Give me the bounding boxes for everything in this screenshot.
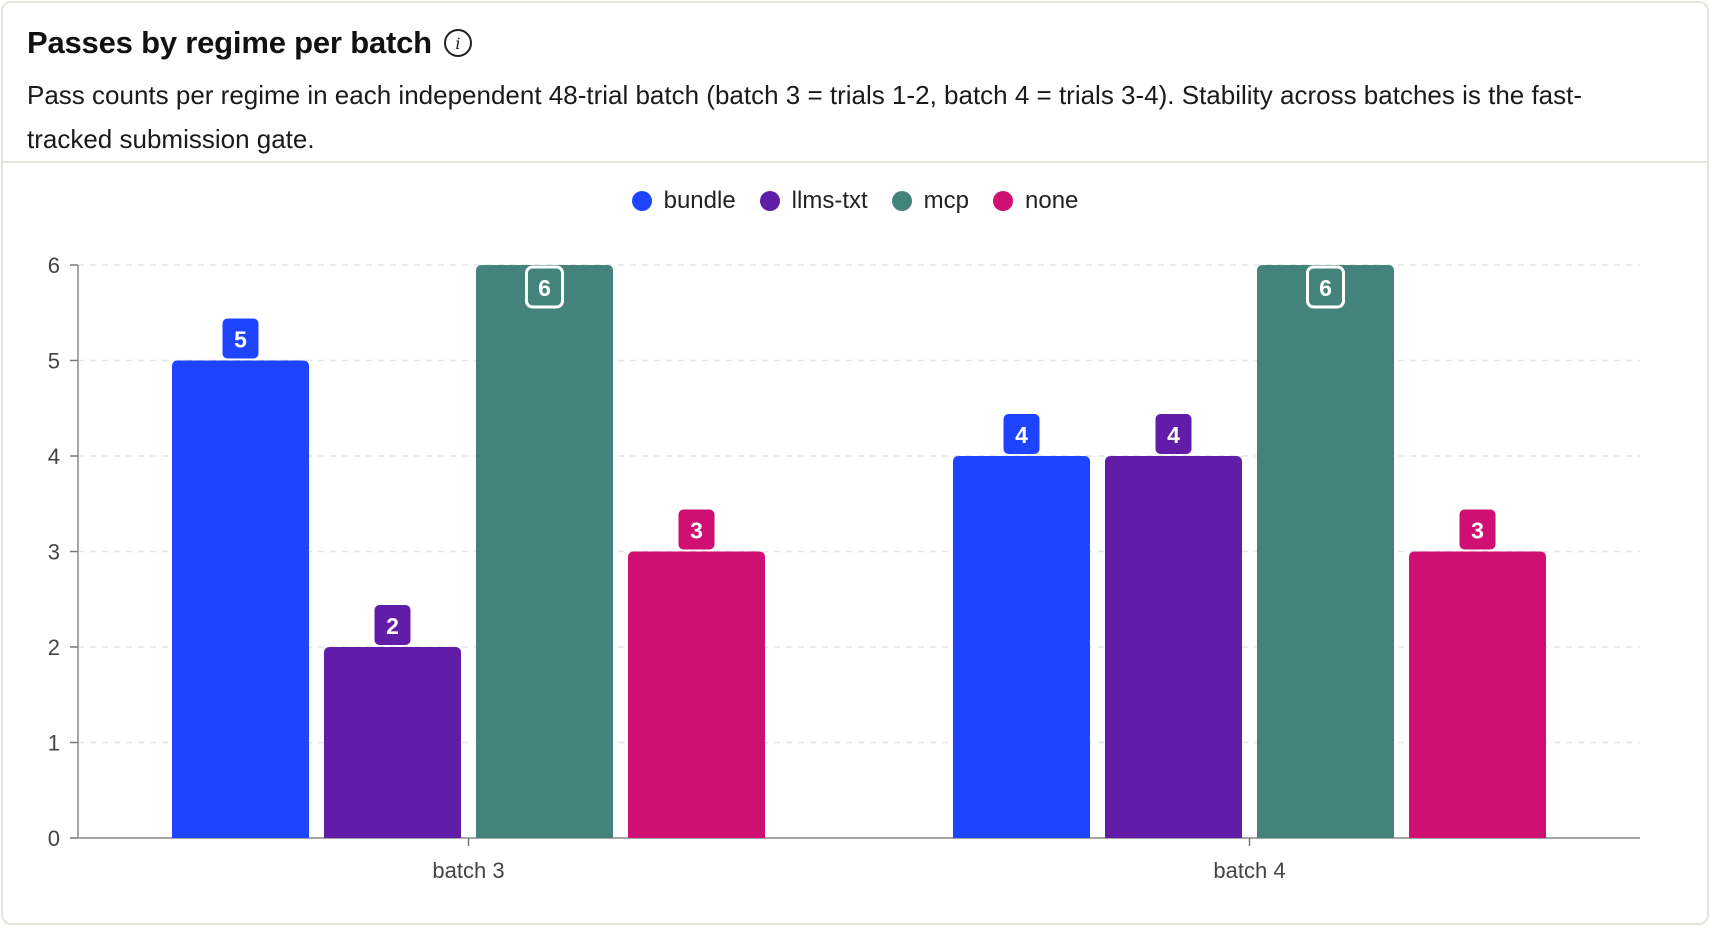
data-label-llms-txt: 2 xyxy=(374,605,411,645)
y-tick-label: 3 xyxy=(48,540,60,565)
legend-swatch xyxy=(993,191,1013,211)
legend-label: mcp xyxy=(923,187,969,214)
bar-bundle xyxy=(953,456,1090,838)
data-label-text: 6 xyxy=(538,275,551,301)
bar-none xyxy=(1409,551,1546,838)
y-tick-label: 0 xyxy=(48,826,60,851)
data-label-none: 3 xyxy=(1459,509,1496,550)
info-icon[interactable]: i xyxy=(443,29,472,57)
data-label-box xyxy=(678,509,715,550)
chart-legend: bundle llms-txt mcp none xyxy=(3,187,1707,215)
data-label-text: 3 xyxy=(690,518,703,544)
data-label-box xyxy=(1306,265,1345,309)
bar-llms-txt xyxy=(324,647,461,838)
bar-none xyxy=(628,551,765,838)
legend-item-bundle[interactable]: bundle xyxy=(631,187,736,215)
data-label-text: 6 xyxy=(1319,275,1332,301)
data-label-text: 4 xyxy=(1015,422,1028,448)
data-label-text: 3 xyxy=(1471,518,1484,544)
data-label-box xyxy=(374,605,411,645)
bar-mcp xyxy=(476,265,613,838)
chart-title: Passes by regime per batch xyxy=(27,25,432,60)
chart-header: Passes by regime per batch i Pass counts… xyxy=(3,3,1707,163)
data-label-text: 5 xyxy=(234,327,247,353)
data-label-mcp: 6 xyxy=(525,265,564,309)
data-label-box xyxy=(1459,509,1496,550)
bar-mcp xyxy=(1257,265,1394,838)
data-label-text: 4 xyxy=(1167,422,1180,448)
x-tick-label: batch 3 xyxy=(432,858,504,883)
chart-subtitle: Pass counts per regime in each independe… xyxy=(27,80,1583,154)
data-label-text: 2 xyxy=(386,613,399,639)
y-tick-label: 4 xyxy=(48,444,60,469)
legend-label: none xyxy=(1025,187,1079,214)
y-tick-label: 1 xyxy=(48,731,60,756)
y-tick-label: 5 xyxy=(48,349,60,374)
legend-item-none[interactable]: none xyxy=(993,187,1078,215)
data-label-none: 3 xyxy=(678,509,715,550)
data-label-box xyxy=(525,265,564,309)
title-row: Passes by regime per batch i xyxy=(27,25,472,61)
bar-bundle xyxy=(172,360,309,838)
bar-llms-txt xyxy=(1105,456,1242,838)
legend-item-mcp[interactable]: mcp xyxy=(891,187,969,215)
data-label-bundle: 4 xyxy=(1003,414,1040,454)
data-label-mcp: 6 xyxy=(1306,265,1345,309)
data-label-box xyxy=(1003,414,1040,454)
data-label-bundle: 5 xyxy=(222,318,259,359)
legend-swatch xyxy=(891,191,912,211)
data-label-box xyxy=(1155,414,1192,454)
legend-label: bundle xyxy=(663,187,736,214)
legend-label: llms-txt xyxy=(791,187,868,214)
legend-swatch xyxy=(631,191,652,211)
legend-swatch xyxy=(759,191,780,211)
x-tick-label: batch 4 xyxy=(1213,858,1285,883)
data-label-box xyxy=(222,318,259,359)
legend-item-llms-txt[interactable]: llms-txt xyxy=(759,187,868,215)
data-label-llms-txt: 4 xyxy=(1155,414,1192,454)
y-tick-label: 2 xyxy=(48,635,60,660)
y-tick-label: 6 xyxy=(48,253,60,278)
